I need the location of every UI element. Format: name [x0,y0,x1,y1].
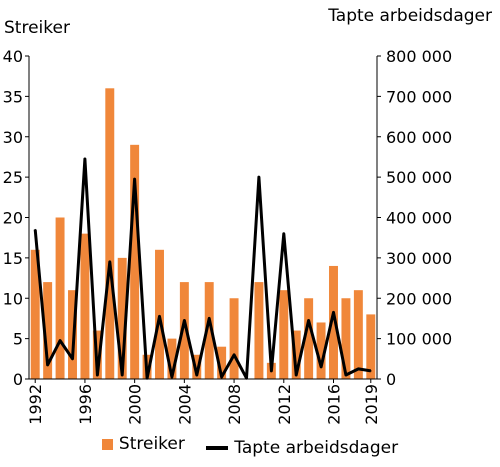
x-tick-label: 2016 [325,384,344,425]
x-tick-label: 1996 [76,384,95,425]
right-axis-title: Tapte arbeidsdager [328,6,492,26]
line-point-2014 [307,319,310,322]
line-point-2017 [345,374,347,376]
bar-2015 [316,322,326,379]
legend-label-streiker: Streiker [118,434,185,454]
axes [25,55,381,383]
line-point-2003 [171,376,173,378]
line-point-1992 [34,228,37,231]
left-axis-title: Streiker [4,18,70,38]
right-tick-label: 500 000 [386,168,452,187]
x-tick-label: 2004 [175,384,194,425]
right-tick-label: 200 000 [386,289,452,308]
bar-swatch-icon [101,438,113,450]
bar-2014 [304,298,314,379]
line-point-1997 [96,374,99,376]
line-point-2007 [220,376,223,378]
bar-1999 [117,257,127,379]
left-tick-label: 35 [3,87,23,106]
line-point-2008 [233,353,235,356]
right-tick-label: 300 000 [386,249,452,268]
bar-2017 [341,298,351,379]
line-point-2016 [332,311,335,314]
x-tick-label: 2008 [225,384,244,425]
legend-label-tapte: Tapte arbeidsdager [234,437,399,458]
line-point-2000 [133,178,136,180]
right-tick-label: 700 000 [386,87,452,106]
line-point-2013 [295,374,298,376]
bar-1994 [55,217,65,379]
right-tick-label: 100 000 [386,330,452,349]
legend-item-tapte: Tapte arbeidsdager [206,438,398,458]
left-tick-label: 15 [3,249,23,268]
legend: Streiker Tapte arbeidsdager [0,434,500,458]
line-point-1995 [71,358,74,360]
left-tick-label: 10 [3,289,23,308]
line-tapte-arbeidsdager [33,157,372,380]
line-point-2004 [183,319,186,322]
line-point-2019 [369,370,372,372]
x-tick-label: 2000 [126,384,145,425]
line-point-2002 [158,315,161,318]
line-swatch-icon [206,445,229,450]
right-tick-label: 800 000 [386,47,452,66]
line-point-2011 [270,370,273,372]
left-tick-label: 5 [13,330,23,349]
bar-2004 [179,282,189,379]
bar-2000 [130,144,140,379]
bar-2016 [329,265,338,379]
line-point-2015 [320,366,322,368]
bar-2002 [155,249,164,379]
bar-2013 [291,330,301,379]
left-tick-label: 40 [3,47,23,66]
right-tick-label: 400 000 [386,209,452,228]
bar-2006 [204,282,214,379]
line-point-1994 [59,339,61,342]
bar-2003 [167,338,177,379]
bar-2010 [254,282,264,379]
line-point-2012 [282,232,285,235]
x-tick-label: 2012 [275,384,294,425]
bar-1993 [43,282,53,379]
line-point-1998 [108,261,111,263]
bar-1996 [80,233,90,379]
bar-1992 [30,249,40,379]
line-point-2018 [357,368,360,370]
bar-2007 [217,346,227,379]
tick-labels: 0 5 10 15 20 25 30 35 40 0 100 000 200 000 300 000 40… [3,47,453,425]
bar-2008 [229,298,239,379]
legend-item-streiker: Streiker [101,434,185,454]
line-point-2009 [245,377,248,379]
line-point-1993 [46,364,49,366]
line-point-2005 [195,374,198,376]
bar-2018 [353,290,363,379]
right-tick-label: 0 [386,370,396,389]
x-tick-label: 1992 [26,384,45,425]
bar-1998 [105,88,115,380]
right-tick-label: 600 000 [386,128,452,147]
left-tick-label: 0 [13,370,23,389]
line-point-1999 [121,374,124,376]
left-tick-label: 20 [3,209,23,228]
line-point-2001 [146,377,148,379]
x-tick-label: 2019 [362,384,381,425]
left-tick-label: 30 [3,128,23,147]
line-point-2010 [258,176,260,178]
bar-2019 [366,314,376,379]
bar-series [30,88,376,380]
line-point-1996 [84,158,86,160]
left-tick-label: 25 [3,168,23,187]
line-series [33,157,372,380]
bar-2005 [192,354,202,379]
line-point-2006 [208,317,211,320]
bar-2012 [279,290,289,379]
